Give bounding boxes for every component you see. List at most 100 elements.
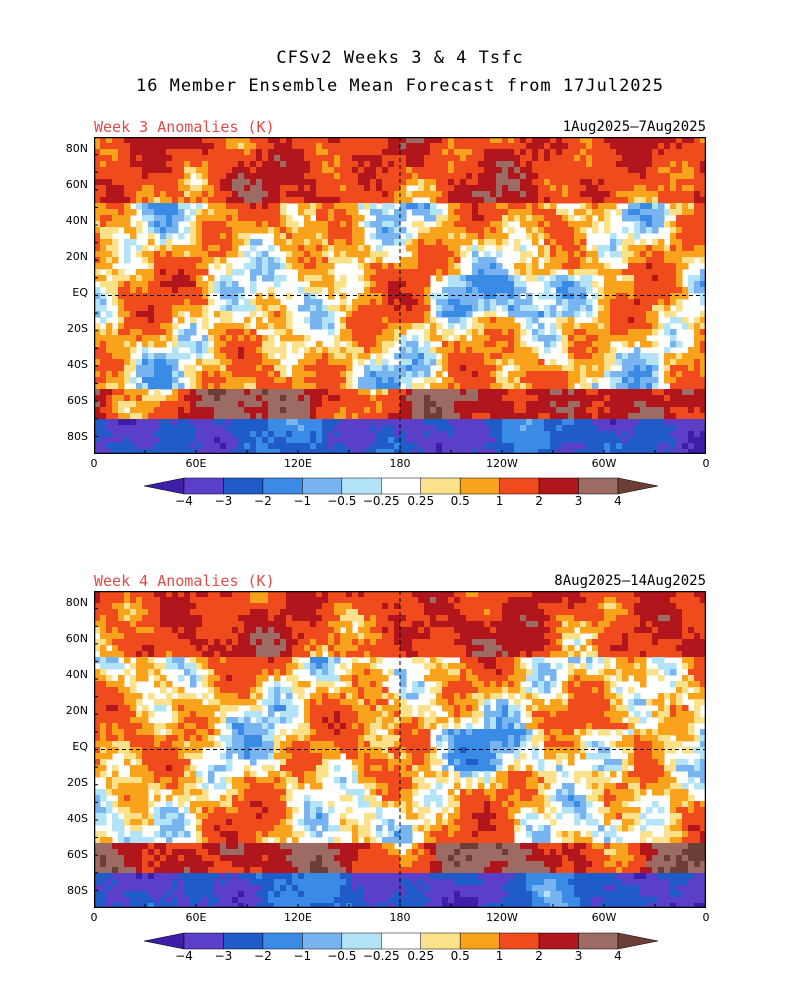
anomaly-cell <box>694 239 701 246</box>
anomaly-cell <box>304 143 311 150</box>
anomaly-cell <box>670 419 677 426</box>
anomaly-cell <box>274 395 281 402</box>
anomaly-cell <box>274 431 281 438</box>
anomaly-cell <box>562 191 569 198</box>
anomaly-cell <box>142 275 149 282</box>
anomaly-cell <box>238 377 245 384</box>
anomaly-cell <box>550 173 557 180</box>
anomaly-cell <box>400 389 407 396</box>
anomaly-cell <box>616 179 623 186</box>
anomaly-cell <box>370 137 377 144</box>
anomaly-cell <box>454 137 461 144</box>
anomaly-cell <box>166 449 173 454</box>
anomaly-cell <box>436 137 443 144</box>
anomaly-cell <box>502 173 509 180</box>
anomaly-cell <box>532 425 539 432</box>
anomaly-cell <box>232 149 239 156</box>
anomaly-cell <box>166 335 173 342</box>
anomaly-cell <box>220 425 227 432</box>
anomaly-cell <box>394 383 401 390</box>
anomaly-cell <box>502 239 509 246</box>
anomaly-cell <box>226 281 233 288</box>
anomaly-cell <box>328 383 335 390</box>
anomaly-cell <box>418 431 425 438</box>
anomaly-cell <box>148 149 155 156</box>
anomaly-cell <box>142 287 149 294</box>
anomaly-cell <box>346 401 353 408</box>
anomaly-cell <box>502 191 509 198</box>
anomaly-cell <box>364 221 371 228</box>
anomaly-cell <box>478 591 485 598</box>
anomaly-cell <box>442 347 449 354</box>
anomaly-cell <box>154 203 161 210</box>
anomaly-cell <box>622 443 629 450</box>
anomaly-cell <box>664 137 671 144</box>
anomaly-cell <box>556 239 563 246</box>
anomaly-cell <box>448 419 455 426</box>
anomaly-cell <box>430 209 437 216</box>
anomaly-cell <box>142 167 149 174</box>
anomaly-cell <box>370 203 377 210</box>
anomaly-cell <box>628 173 635 180</box>
anomaly-cell <box>502 221 509 228</box>
anomaly-cell <box>436 293 443 300</box>
anomaly-cell <box>502 401 509 408</box>
anomaly-cell <box>310 311 317 318</box>
anomaly-cell <box>652 401 659 408</box>
anomaly-cell <box>640 329 647 336</box>
anomaly-cell <box>700 407 706 414</box>
anomaly-cell <box>562 167 569 174</box>
anomaly-cell <box>544 173 551 180</box>
anomaly-cell <box>382 407 389 414</box>
anomaly-cell <box>682 365 689 372</box>
anomaly-cell <box>202 389 209 396</box>
anomaly-cell <box>688 359 695 366</box>
anomaly-cell <box>322 269 329 276</box>
anomaly-cell <box>406 203 413 210</box>
anomaly-cell <box>160 407 167 414</box>
anomaly-cell <box>172 305 179 312</box>
anomaly-cell <box>538 329 545 336</box>
anomaly-cell <box>466 143 473 150</box>
anomaly-cell <box>544 335 551 342</box>
anomaly-cell <box>610 329 617 336</box>
anomaly-cell <box>628 245 635 252</box>
anomaly-cell <box>298 137 305 144</box>
anomaly-cell <box>688 395 695 402</box>
anomaly-cell <box>148 311 155 318</box>
anomaly-cell <box>484 323 491 330</box>
anomaly-cell <box>592 161 599 168</box>
anomaly-cell <box>382 371 389 378</box>
anomaly-cell <box>316 377 323 384</box>
anomaly-cell <box>694 341 701 348</box>
anomaly-cell <box>280 425 287 432</box>
anomaly-cell <box>328 167 335 174</box>
anomaly-cell <box>220 257 227 264</box>
anomaly-cell <box>142 395 149 402</box>
anomaly-cell <box>634 353 641 360</box>
anomaly-cell <box>436 155 443 162</box>
anomaly-cell <box>370 341 377 348</box>
anomaly-cell <box>478 227 485 234</box>
anomaly-cell <box>382 209 389 216</box>
anomaly-cell <box>520 221 527 228</box>
anomaly-cell <box>136 443 143 450</box>
anomaly-cell <box>418 161 425 168</box>
anomaly-cell <box>220 191 227 198</box>
anomaly-cell <box>514 323 521 330</box>
anomaly-cell <box>508 335 515 342</box>
anomaly-cell <box>160 293 167 300</box>
anomaly-cell <box>454 263 461 270</box>
anomaly-cell <box>586 347 593 354</box>
anomaly-cell <box>388 287 395 294</box>
anomaly-cell <box>448 185 455 192</box>
anomaly-cell <box>562 257 569 264</box>
anomaly-cell <box>694 143 701 150</box>
anomaly-cell <box>682 173 689 180</box>
anomaly-cell <box>376 353 383 360</box>
anomaly-cell <box>130 185 137 192</box>
anomaly-cell <box>676 395 683 402</box>
anomaly-cell <box>622 305 629 312</box>
anomaly-cell <box>394 143 401 150</box>
anomaly-cell <box>220 221 227 228</box>
